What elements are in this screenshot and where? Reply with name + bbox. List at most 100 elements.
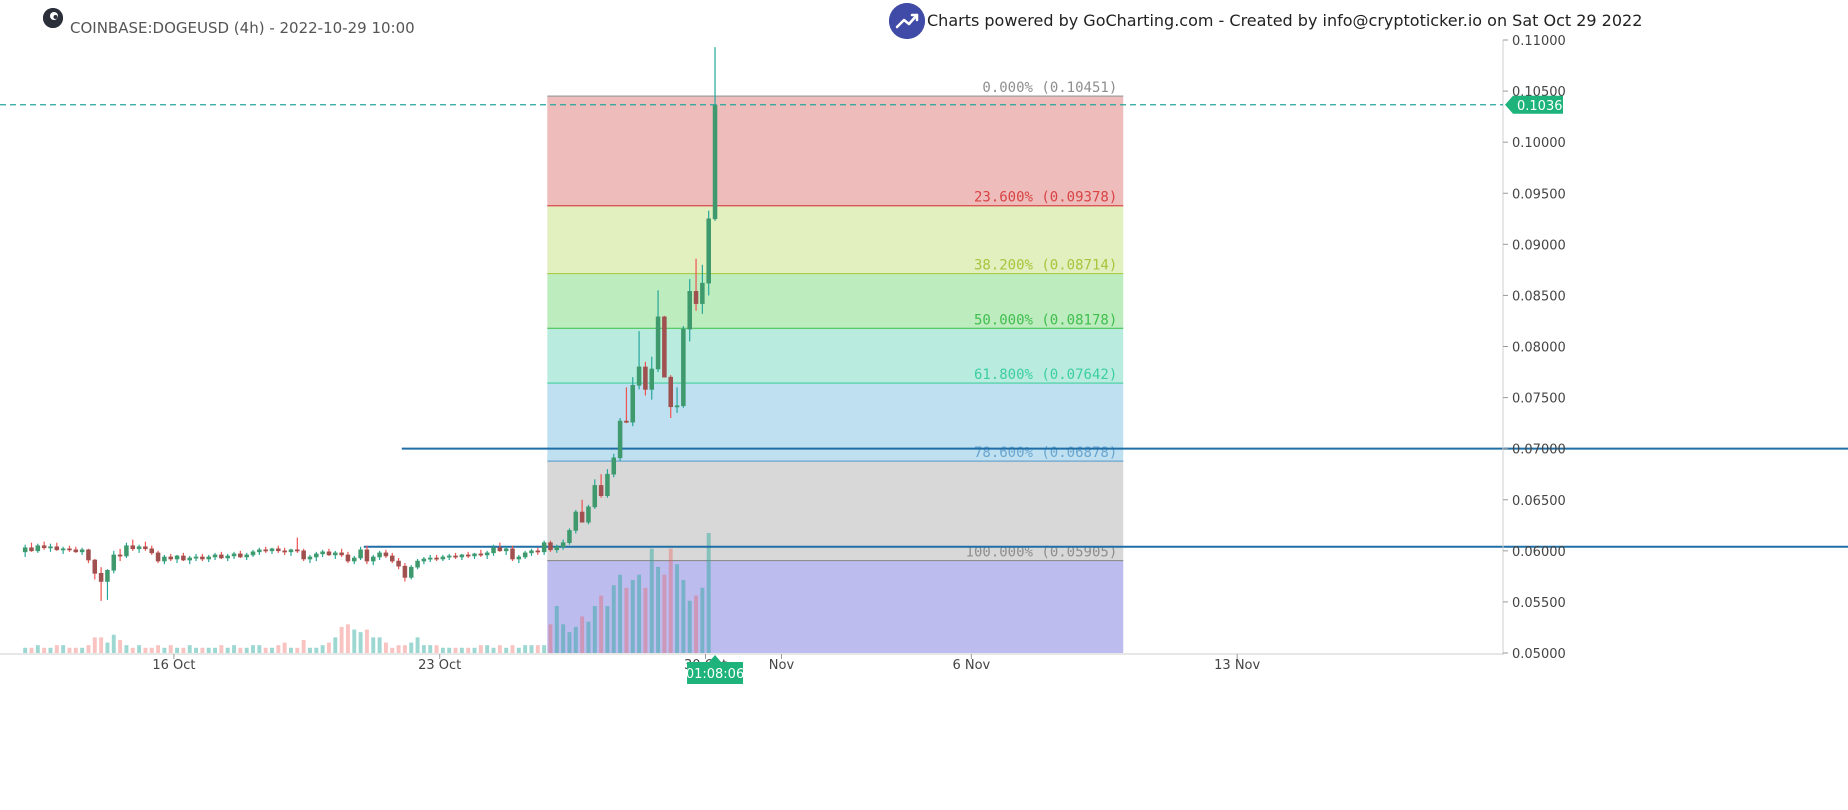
volume-bar: [194, 647, 199, 653]
volume-bar: [554, 606, 559, 653]
candle-body: [41, 545, 47, 549]
candle-body: [472, 553, 477, 557]
volume-bar: [409, 642, 414, 653]
fib-zone-below: [547, 560, 1124, 653]
candle-body: [35, 545, 41, 552]
candle-body: [333, 552, 338, 556]
candle-body: [371, 556, 376, 562]
volume-bar: [402, 645, 407, 653]
fibonacci-retracement: 0.000% (0.10451) 23.600% (0.09378) 38.200%…: [547, 80, 1124, 653]
candle-body: [238, 553, 243, 558]
candle-body: [579, 511, 585, 523]
crypto-logo-icon: [43, 8, 63, 28]
candle-body: [48, 546, 53, 549]
volume-bar: [586, 621, 591, 653]
candle-body: [491, 547, 496, 554]
candle-body: [244, 554, 249, 558]
y-tick-label: 0.08500: [1512, 289, 1566, 304]
y-tick-label: 0.07000: [1512, 443, 1566, 458]
volume-bar: [580, 616, 585, 653]
volume-bar: [257, 645, 262, 653]
candle-body: [136, 546, 142, 550]
candle-body: [358, 549, 363, 559]
volume-bar: [99, 637, 104, 653]
volume-bar: [352, 629, 357, 653]
volume-bar: [573, 626, 578, 653]
candle-body: [60, 548, 66, 551]
candle-body: [497, 547, 503, 552]
volume-bar: [421, 645, 426, 653]
volume-bar: [491, 647, 496, 653]
last-price-badge: [1505, 95, 1563, 114]
volume-bar: [168, 645, 173, 653]
y-tick-label: 0.07500: [1512, 392, 1566, 407]
volume-bar: [206, 647, 211, 653]
candle-body: [681, 328, 686, 407]
candle-body: [130, 545, 136, 550]
fib-zone: [547, 96, 1124, 206]
candle-body: [187, 557, 192, 561]
candle-body: [124, 545, 129, 557]
y-tick-label: 0.11000: [1512, 34, 1566, 49]
last-price-label: 0.10366: [1517, 99, 1571, 114]
fib-level-label: 23.600% (0.09378): [974, 190, 1117, 206]
volume-bar: [415, 637, 420, 653]
volume-bar: [675, 564, 680, 653]
volume-bar: [219, 645, 224, 653]
candle-body: [453, 555, 458, 558]
volume-bar: [238, 647, 243, 653]
volume-bar: [447, 647, 452, 653]
volume-bar: [213, 647, 217, 653]
candle-body: [67, 548, 72, 551]
candlesticks: [22, 47, 718, 601]
volume-bar: [67, 647, 72, 653]
volume-bar: [567, 632, 572, 653]
axes: 0.05000 0.05500 0.06000 0.06500 0.07000 0.075…: [0, 34, 1566, 673]
volume-bar: [466, 647, 471, 653]
horizontal-lines: [363, 447, 1848, 548]
volume-bar: [73, 647, 78, 653]
volume-bar: [326, 642, 331, 653]
volume-bar: [371, 637, 376, 653]
candle-body: [522, 552, 528, 558]
volume-bar: [276, 645, 281, 653]
volume-bar: [156, 645, 161, 653]
candle-body: [446, 555, 452, 558]
candle-body: [79, 549, 85, 553]
candle-body: [408, 566, 414, 578]
candle-body: [200, 556, 205, 560]
candle-body: [73, 549, 79, 553]
volume-bar: [459, 647, 464, 653]
volume-bar: [61, 645, 66, 653]
volume-bars: [23, 533, 711, 653]
candle-body: [421, 558, 427, 562]
volume-bar: [504, 647, 509, 653]
candle-body: [617, 420, 623, 459]
volume-bar: [358, 632, 363, 653]
fib-zone: [547, 273, 1124, 329]
volume-bar: [611, 585, 616, 653]
x-tick-label: 16 Oct: [152, 658, 195, 673]
volume-bar: [181, 647, 186, 653]
y-tick-label: 0.08000: [1512, 341, 1566, 356]
candle-body: [377, 552, 382, 558]
volume-bar: [624, 587, 629, 653]
countdown-badge: [687, 655, 744, 684]
volume-bar: [694, 595, 699, 653]
candle-body: [573, 511, 579, 531]
candle-body: [434, 557, 439, 560]
countdown-label: 01:08:06: [686, 667, 744, 682]
volume-bar: [630, 579, 635, 653]
volume-bar: [251, 645, 255, 653]
volume-bar: [364, 629, 369, 653]
volume-bar: [390, 647, 395, 653]
x-tick-label: 13 Nov: [1214, 658, 1260, 673]
volume-bar: [162, 647, 167, 653]
volume-bar: [175, 647, 180, 653]
candle-body: [535, 550, 541, 553]
volume-bar: [516, 647, 521, 653]
volume-bar: [105, 642, 110, 653]
volume-bar: [345, 624, 350, 653]
volume-bar: [35, 645, 40, 653]
